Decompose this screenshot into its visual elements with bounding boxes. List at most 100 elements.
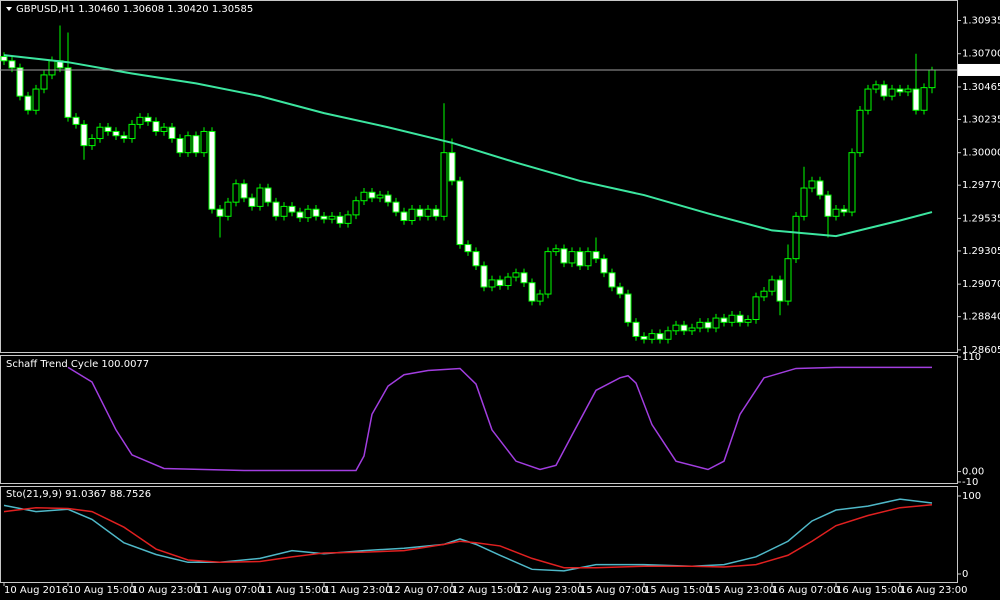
main-panel	[0, 0, 958, 353]
moving-average	[3, 54, 933, 238]
candle-body	[312, 208, 320, 217]
candle-body	[16, 67, 24, 97]
candle-body	[576, 251, 584, 267]
y-tick-label: 1.30000	[962, 148, 1000, 159]
candle-body	[376, 194, 384, 199]
indicator-line	[3, 504, 933, 569]
candle-body	[432, 208, 440, 217]
candle-body	[784, 258, 792, 302]
candle-body	[232, 183, 240, 203]
indicator-line	[67, 366, 932, 472]
candle-body	[672, 324, 680, 332]
candle-body	[888, 88, 896, 97]
candle-body	[360, 191, 368, 202]
candle-body	[336, 215, 344, 224]
candle-body	[0, 56, 8, 62]
candle-body	[88, 138, 96, 147]
price-label-box	[958, 63, 1000, 76]
indicator-line	[3, 498, 933, 572]
candle-body	[240, 183, 248, 199]
candle-body	[144, 116, 152, 123]
x-tick-label: 10 Aug 23:00	[132, 585, 199, 596]
candle-body	[472, 251, 480, 267]
candle-body	[64, 67, 72, 118]
candle-body	[912, 88, 920, 111]
x-tick-label: 11 Aug 23:00	[324, 585, 391, 596]
candle-body	[504, 276, 512, 287]
candle-body	[288, 205, 296, 213]
candle-body	[776, 279, 784, 302]
candle-body	[592, 251, 600, 260]
x-tick-label: 15 Aug 15:00	[644, 585, 711, 596]
candle-body	[832, 208, 840, 217]
y-tick-label: 1.29070	[962, 279, 1000, 290]
candle-body	[24, 95, 32, 111]
candle-body	[664, 330, 672, 340]
candle-body	[416, 208, 424, 217]
candle-body	[456, 180, 464, 246]
candle-body	[872, 84, 880, 90]
candle-body	[864, 88, 872, 111]
candle-body	[704, 321, 712, 329]
y-tick-label: 1.28605	[962, 345, 1000, 356]
candle-body	[200, 130, 208, 154]
candle-body	[128, 123, 136, 140]
candle-body	[392, 201, 400, 213]
candle-body	[80, 123, 88, 147]
x-tick-label: 10 Aug 2016	[4, 585, 68, 596]
x-tick-label: 11 Aug 07:00	[196, 585, 263, 596]
candle-body	[520, 272, 528, 284]
y-tick-label: 110	[962, 352, 981, 363]
x-tick-label: 12 Aug 23:00	[516, 585, 583, 596]
candle-body	[480, 265, 488, 288]
y-tick-label: 1.29305	[962, 246, 1000, 257]
candle-body	[248, 197, 256, 207]
candle-body	[160, 126, 168, 132]
candle-body	[176, 138, 184, 154]
candle-body	[648, 333, 656, 340]
panel-title: GBPUSD,H1 1.30460 1.30608 1.30420 1.3058…	[16, 4, 253, 15]
candle-body	[496, 279, 504, 287]
candle-body	[152, 121, 160, 132]
y-tick-label: 0	[962, 569, 968, 580]
x-tick-label: 11 Aug 15:00	[260, 585, 327, 596]
candle-body	[40, 74, 48, 90]
candle-body	[840, 208, 848, 213]
candle-body	[720, 317, 728, 323]
candle-body	[816, 180, 824, 196]
candle-body	[904, 88, 912, 93]
candle-body	[880, 84, 888, 97]
candle-body	[296, 211, 304, 219]
candle-body	[408, 208, 416, 222]
candle-body	[136, 116, 144, 125]
x-tick-label: 16 Aug 23:00	[900, 585, 967, 596]
candle-body	[536, 293, 544, 302]
candle-body	[192, 135, 200, 154]
candle-body	[208, 130, 216, 210]
candle-body	[656, 333, 664, 340]
candle-body	[368, 191, 376, 199]
candle-body	[616, 286, 624, 295]
candle-body	[488, 279, 496, 288]
candle-body	[792, 215, 800, 260]
y-tick-label: 1.30235	[962, 114, 1000, 125]
candle-body	[216, 208, 224, 217]
candle-body	[920, 87, 928, 111]
candle-body	[400, 211, 408, 222]
candle-body	[264, 187, 272, 203]
candle-body	[608, 272, 616, 288]
panel-title: Schaff Trend Cycle 100.0077	[6, 359, 149, 370]
x-tick-label: 16 Aug 15:00	[836, 585, 903, 596]
candle-body	[112, 130, 120, 137]
candle-body	[320, 215, 328, 220]
candle-body	[928, 69, 936, 89]
candle-body	[384, 194, 392, 203]
y-tick-label: 1.29535	[962, 213, 1000, 224]
candle-body	[72, 116, 80, 125]
candle-body	[800, 187, 808, 217]
candle-body	[712, 317, 720, 329]
x-tick-label: 12 Aug 07:00	[388, 585, 455, 596]
y-tick-label: 100	[962, 491, 981, 502]
candle-body	[256, 187, 264, 207]
